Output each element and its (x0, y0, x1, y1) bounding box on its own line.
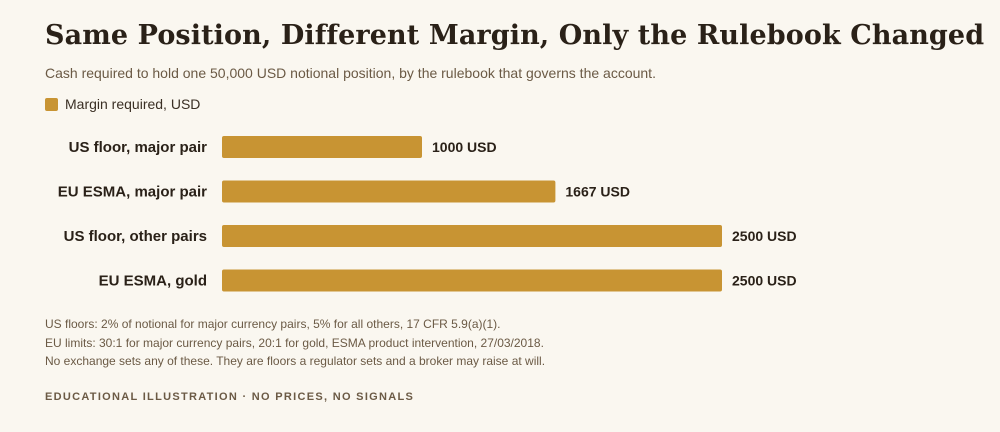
chart-subtitle: Cash required to hold one 50,000 USD not… (45, 65, 656, 81)
category-label: EU ESMA, major pair (58, 184, 207, 201)
footer-label: EDUCATIONAL ILLUSTRATION · NO PRICES, NO… (45, 391, 415, 403)
category-label: US floor, major pair (69, 139, 208, 156)
bar-value-label: 1000 USD (432, 139, 497, 155)
bar-value-label: 1667 USD (565, 184, 630, 200)
legend-label: Margin required, USD (65, 96, 201, 112)
footnote-us: US floors: 2% of notional for major curr… (45, 317, 501, 331)
bar (222, 269, 722, 292)
bar (222, 225, 722, 247)
category-label: US floor, other pairs (64, 228, 207, 245)
chart-title: Same Position, Different Margin, Only th… (45, 20, 985, 51)
footnote-disclaimer: No exchange sets any of these. They are … (45, 354, 546, 368)
footnotes: US floors: 2% of notional for major curr… (45, 315, 545, 371)
legend-swatch (45, 97, 58, 111)
footnote-eu: EU limits: 30:1 for major currency pairs… (45, 335, 544, 350)
bar (222, 180, 556, 203)
bar-value-label: 2500 USD (732, 228, 797, 244)
category-label: EU ESMA, gold (99, 273, 207, 290)
legend: Margin required, USD (45, 96, 200, 112)
bar (222, 136, 422, 158)
bar-chart: US floor, major pair 1000 USD EU ESMA, maj… (58, 136, 797, 292)
bar-value-label: 2500 USD (732, 273, 797, 289)
